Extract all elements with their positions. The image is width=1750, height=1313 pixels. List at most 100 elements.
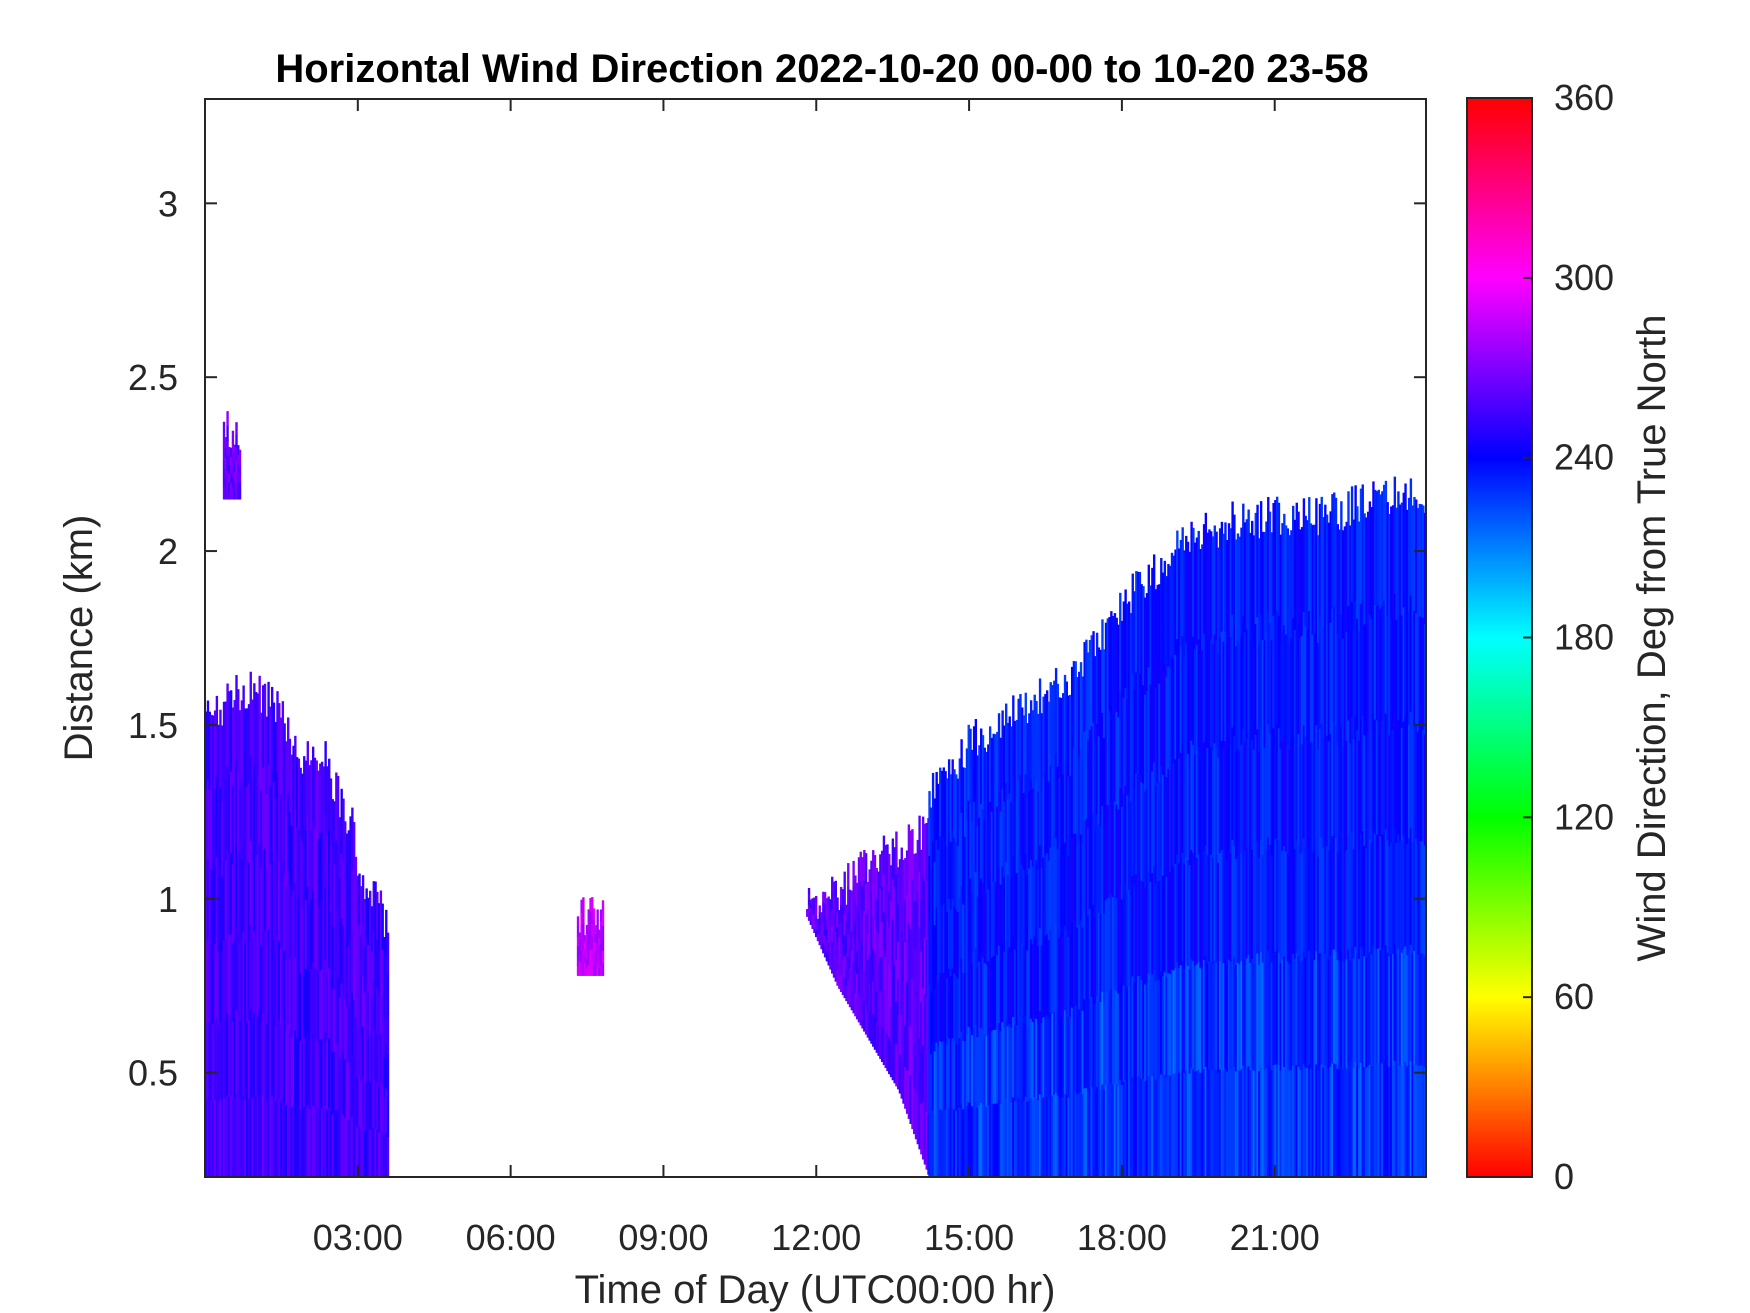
heatmap-cell	[884, 956, 887, 994]
heatmap-cell	[1238, 1070, 1241, 1177]
heatmap-cell	[1197, 961, 1200, 1070]
heatmap-cell	[1340, 613, 1343, 728]
heatmap-cell	[1133, 786, 1136, 885]
heatmap-cell	[1375, 948, 1379, 1064]
heatmap-cell	[1044, 1096, 1047, 1177]
heatmap-cell	[1019, 855, 1022, 937]
heatmap-cell	[1033, 694, 1036, 776]
heatmap-cell	[1213, 851, 1216, 961]
heatmap-cell	[820, 924, 823, 932]
heatmap-cell	[1060, 777, 1063, 859]
heatmap-cell	[1252, 963, 1256, 1071]
heatmap-cell	[1136, 975, 1140, 1077]
heatmap-cell	[1199, 967, 1202, 1073]
heatmap-cell	[1120, 1084, 1124, 1177]
heatmap-cell	[1366, 733, 1370, 845]
heatmap-cell	[601, 912, 605, 926]
heatmap-cell	[311, 746, 315, 819]
heatmap-cell	[1185, 1070, 1188, 1177]
heatmap-cell	[1399, 1064, 1402, 1177]
heatmap-cell	[1324, 1064, 1327, 1177]
heatmap-cell	[1087, 739, 1090, 828]
heatmap-cell	[272, 1097, 276, 1177]
heatmap-cell	[955, 841, 958, 910]
heatmap-cell	[295, 1107, 299, 1177]
heatmap-cell	[1135, 1076, 1138, 1177]
heatmap-cell	[905, 1069, 909, 1114]
heatmap-cell	[1233, 956, 1236, 1068]
heatmap-cell	[285, 959, 288, 1033]
heatmap-cell	[1047, 860, 1051, 940]
heatmap-cell	[898, 859, 902, 899]
heatmap-cell	[215, 776, 219, 857]
heatmap-cell	[1076, 843, 1079, 928]
heatmap-cell	[1247, 732, 1250, 844]
heatmap-cell	[1300, 1068, 1304, 1177]
heatmap-cell	[1327, 1067, 1331, 1177]
heatmap-cell	[213, 1099, 217, 1177]
heatmap-cell	[1038, 927, 1042, 1012]
heatmap-cell	[1388, 734, 1391, 847]
heatmap-cell	[304, 1107, 308, 1177]
heatmap-cell	[1338, 745, 1341, 854]
heatmap-cell	[1085, 729, 1088, 820]
heatmap-cell	[267, 1011, 270, 1096]
heatmap-cell	[918, 926, 921, 983]
heatmap-cell	[319, 832, 322, 902]
heatmap-cell	[331, 1051, 334, 1115]
heatmap-cell	[1340, 501, 1343, 615]
heatmap-cell	[1293, 848, 1297, 959]
heatmap-cell	[921, 873, 925, 932]
heatmap-cell	[1422, 617, 1425, 730]
heatmap-cell	[873, 887, 877, 921]
heatmap-cell	[1406, 509, 1409, 622]
heatmap-cell	[1181, 635, 1184, 745]
heatmap-cell	[829, 945, 832, 958]
heatmap-cell	[328, 967, 331, 1039]
heatmap-cell	[1324, 840, 1327, 954]
heatmap-cell	[1211, 963, 1215, 1071]
heatmap-cell	[1349, 525, 1352, 635]
heatmap-cell	[1072, 661, 1076, 748]
heatmap-cell	[1231, 614, 1234, 728]
heatmap-cell	[1313, 850, 1316, 961]
heatmap-cell	[930, 869, 933, 932]
heatmap-cell	[1186, 541, 1190, 649]
colorbar-tick-label: 60	[1554, 976, 1594, 1017]
heatmap-cell	[898, 898, 902, 938]
heatmap-cell	[1028, 945, 1031, 1024]
heatmap-cell	[823, 924, 827, 936]
heatmap-cell	[1149, 782, 1152, 882]
heatmap-cell	[278, 703, 281, 783]
heatmap-cell	[283, 798, 286, 876]
heatmap-cell	[1218, 960, 1222, 1070]
heatmap-cell	[587, 909, 590, 921]
heatmap-cell	[983, 890, 986, 963]
heatmap-cell	[1341, 1069, 1345, 1177]
heatmap-cell	[1381, 948, 1384, 1064]
heatmap-cell	[206, 1097, 210, 1177]
heatmap-cell	[949, 841, 953, 910]
heatmap-cell	[836, 941, 839, 957]
heatmap-cell	[965, 1034, 969, 1107]
heatmap-cell	[1391, 841, 1395, 954]
heatmap-cell	[377, 1131, 381, 1177]
heatmap-cell	[1035, 938, 1038, 1019]
heatmap-cell	[287, 794, 290, 872]
heatmap-cell	[1058, 777, 1061, 858]
heatmap-cell	[976, 1106, 979, 1177]
heatmap-cell	[1390, 618, 1393, 731]
heatmap-cell	[1377, 1062, 1380, 1177]
heatmap-cell	[1108, 896, 1111, 991]
heatmap-cell	[1006, 949, 1010, 1027]
heatmap-cell	[1065, 764, 1068, 848]
heatmap-cell	[217, 1101, 220, 1177]
heatmap-cell	[1172, 659, 1175, 764]
heatmap-cell	[322, 903, 326, 973]
heatmap-cell	[1087, 827, 1090, 916]
heatmap-cell	[320, 900, 324, 970]
heatmap-cell	[1338, 529, 1341, 639]
heatmap-cell	[854, 898, 857, 923]
heatmap-cell	[237, 472, 240, 482]
heatmap-cell	[303, 1036, 306, 1108]
